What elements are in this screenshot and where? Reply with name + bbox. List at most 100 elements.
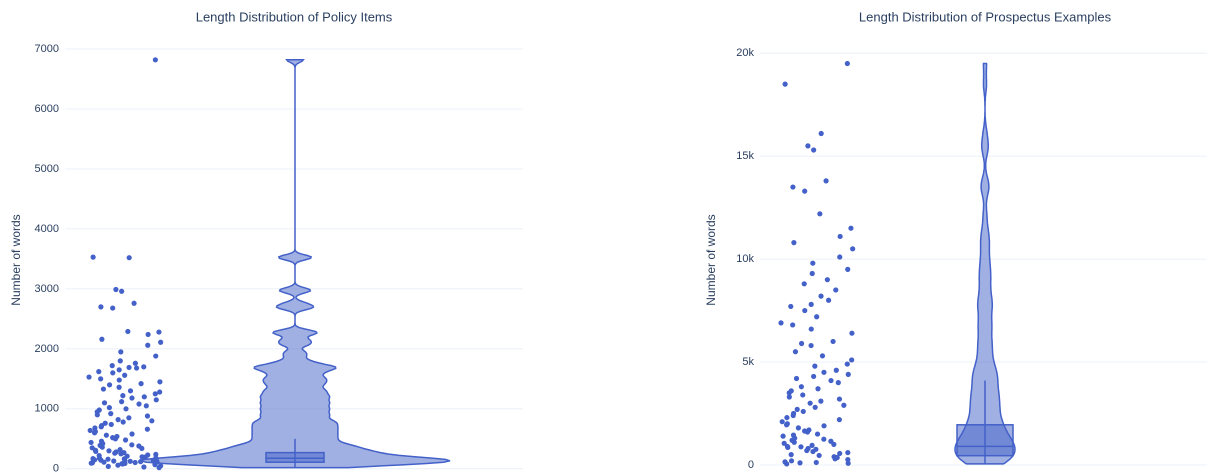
point [790, 322, 796, 328]
point [113, 286, 119, 293]
point [800, 392, 806, 398]
y-tick-label: 20k [736, 47, 754, 59]
point [118, 349, 124, 355]
point [833, 287, 839, 293]
point [825, 297, 832, 303]
y-tick-label: 5000 [35, 163, 59, 175]
point [817, 211, 823, 217]
point [810, 448, 816, 455]
point [818, 398, 824, 404]
point [792, 349, 799, 355]
point [125, 328, 131, 335]
point [90, 254, 96, 260]
point [88, 460, 94, 466]
point [809, 442, 815, 448]
point [786, 394, 792, 400]
point [804, 429, 811, 435]
y-axis-title: Number of words [9, 214, 23, 305]
y-tick-label: 0 [748, 459, 754, 471]
point [832, 456, 838, 462]
point [818, 130, 824, 137]
point [116, 377, 122, 383]
point [106, 405, 112, 411]
point [88, 439, 94, 446]
point [87, 427, 93, 434]
y-tick-label: 0 [53, 463, 59, 475]
point [98, 376, 104, 382]
point [119, 399, 125, 405]
point [828, 377, 834, 384]
box [265, 451, 325, 463]
point [835, 380, 841, 386]
point [98, 424, 104, 430]
point [126, 364, 132, 371]
point [818, 293, 824, 299]
point [138, 381, 144, 387]
point [845, 460, 851, 466]
point [845, 266, 851, 272]
point [811, 147, 817, 153]
point [106, 382, 113, 388]
chart-title: Length Distribution of Prospectus Exampl… [859, 9, 1112, 24]
point [781, 440, 787, 446]
point [790, 412, 796, 419]
point [798, 444, 804, 450]
point [821, 436, 827, 442]
y-tick-label: 4000 [35, 223, 59, 235]
point [845, 371, 851, 377]
point [833, 367, 839, 373]
point [158, 339, 164, 345]
point [824, 277, 830, 283]
y-tick-label: 7000 [35, 43, 59, 55]
point [93, 448, 99, 455]
point [101, 400, 108, 406]
point [780, 433, 786, 439]
point [785, 444, 791, 451]
point [110, 305, 116, 311]
point [144, 413, 151, 419]
point [152, 462, 158, 468]
point [788, 452, 794, 458]
point [808, 301, 814, 307]
point [791, 240, 797, 246]
point [778, 320, 784, 326]
point [119, 288, 125, 294]
point [786, 390, 792, 396]
point [115, 417, 121, 423]
point [813, 459, 819, 466]
point [809, 270, 815, 277]
point [156, 465, 162, 471]
point [821, 423, 827, 429]
violin [139, 59, 451, 469]
point [99, 336, 105, 342]
point [836, 417, 842, 423]
point [140, 454, 146, 461]
point [815, 386, 821, 392]
point [103, 432, 109, 438]
point [105, 463, 111, 470]
point [123, 406, 129, 412]
point [837, 450, 843, 457]
point [808, 326, 814, 332]
point [122, 437, 129, 443]
point [126, 255, 132, 261]
point [814, 314, 820, 320]
point [116, 384, 122, 390]
point [122, 372, 128, 378]
point [152, 57, 158, 63]
point [814, 431, 821, 437]
point [145, 331, 151, 338]
point [837, 233, 843, 240]
point [830, 338, 836, 345]
point [811, 373, 817, 380]
point [131, 300, 137, 306]
point [153, 397, 159, 403]
point [797, 460, 803, 466]
point [145, 342, 151, 348]
point [801, 281, 807, 287]
point [800, 408, 806, 415]
point [821, 369, 827, 375]
point [141, 464, 147, 470]
point [848, 225, 854, 231]
point [850, 246, 856, 252]
